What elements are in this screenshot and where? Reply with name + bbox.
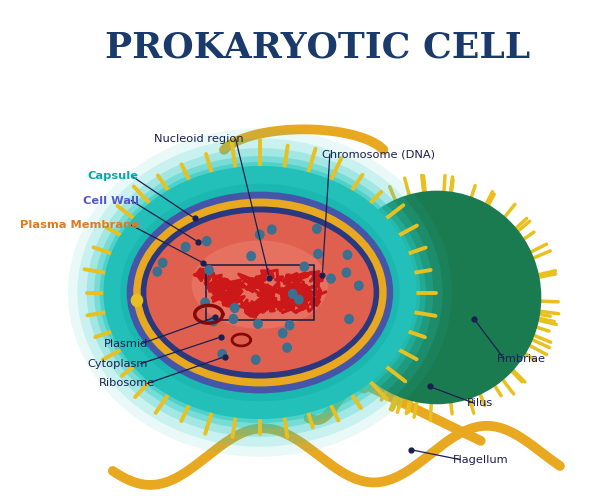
Text: Fimbriae: Fimbriae [497, 354, 545, 364]
Ellipse shape [146, 213, 374, 373]
Circle shape [286, 321, 294, 330]
Ellipse shape [192, 241, 328, 329]
Text: Cytoplasm: Cytoplasm [88, 359, 148, 369]
Ellipse shape [127, 192, 393, 393]
Circle shape [209, 317, 217, 326]
Ellipse shape [103, 166, 416, 419]
Circle shape [218, 350, 226, 359]
Circle shape [229, 314, 238, 323]
Circle shape [355, 281, 363, 290]
Circle shape [205, 265, 213, 274]
Ellipse shape [140, 207, 379, 379]
Ellipse shape [77, 138, 443, 447]
Circle shape [343, 250, 352, 259]
Circle shape [256, 230, 264, 239]
Circle shape [300, 262, 308, 271]
Text: Plasma Membrane: Plasma Membrane [20, 220, 139, 230]
Circle shape [289, 289, 297, 298]
Text: Plasmid: Plasmid [104, 339, 148, 349]
Ellipse shape [100, 162, 420, 423]
Circle shape [158, 258, 167, 267]
Circle shape [314, 250, 322, 258]
Circle shape [131, 294, 143, 306]
Text: Flagellum: Flagellum [453, 455, 508, 465]
Bar [206, 265, 314, 320]
Ellipse shape [86, 148, 433, 437]
Circle shape [230, 303, 239, 312]
Ellipse shape [68, 128, 452, 457]
Ellipse shape [120, 184, 400, 401]
Circle shape [181, 243, 190, 251]
Text: Ribosome: Ribosome [98, 378, 155, 389]
Text: Nucleoid region: Nucleoid region [154, 134, 243, 144]
Ellipse shape [133, 199, 386, 386]
Text: Pilus: Pilus [467, 398, 493, 408]
Text: Cell Wall: Cell Wall [83, 196, 139, 206]
Circle shape [254, 319, 262, 328]
Circle shape [283, 343, 291, 352]
Circle shape [278, 329, 287, 337]
Circle shape [251, 355, 260, 364]
Text: Capsule: Capsule [88, 171, 139, 181]
Circle shape [295, 295, 303, 304]
Circle shape [201, 298, 209, 307]
Circle shape [345, 314, 353, 323]
Ellipse shape [94, 156, 426, 429]
Circle shape [342, 268, 350, 277]
Text: PROKARYOTIC CELL: PROKARYOTIC CELL [105, 30, 530, 64]
Circle shape [203, 237, 211, 246]
Circle shape [313, 225, 321, 234]
Ellipse shape [332, 191, 541, 404]
Circle shape [327, 274, 335, 283]
Circle shape [153, 267, 161, 276]
Text: Chromosome (DNA): Chromosome (DNA) [322, 149, 436, 159]
Circle shape [247, 251, 256, 260]
Circle shape [268, 225, 276, 234]
